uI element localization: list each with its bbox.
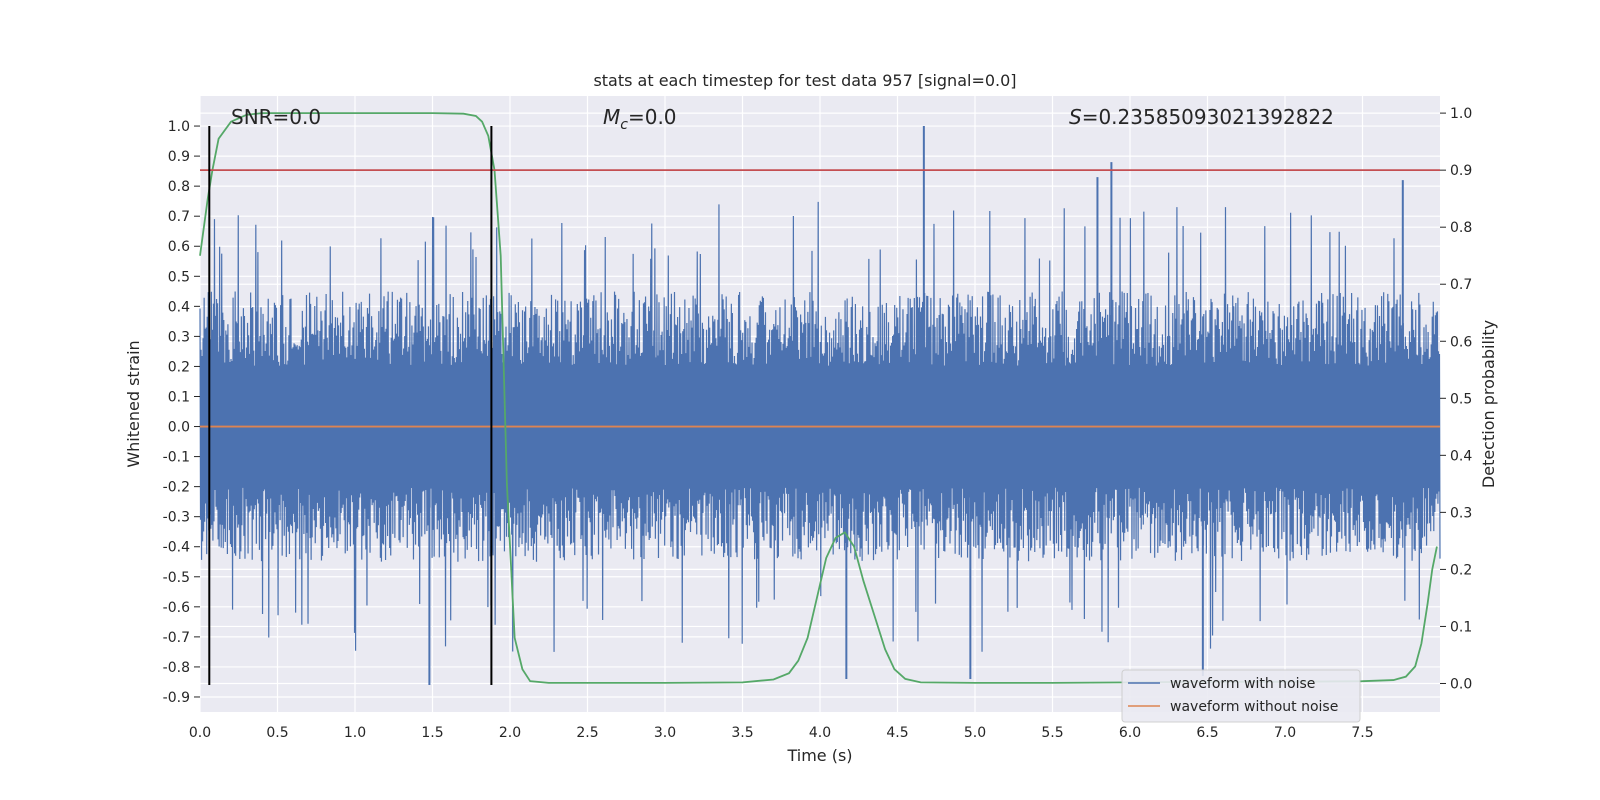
s-annotation: S=0.23585093021392822 bbox=[1069, 105, 1334, 129]
x-tick-label: 5.5 bbox=[1041, 725, 1063, 741]
x-tick-label: 4.5 bbox=[886, 725, 908, 741]
y-right-tick-label: 0.1 bbox=[1450, 619, 1472, 635]
y-tick-label: -0.1 bbox=[163, 450, 190, 466]
y-tick-label: 0.6 bbox=[168, 239, 190, 255]
legend: waveform with noise waveform without noi… bbox=[1121, 669, 1361, 723]
y-axis-label: Whitened strain bbox=[124, 340, 143, 467]
x-axis-label: Time (s) bbox=[786, 746, 852, 765]
y-right-tick-label: 0.4 bbox=[1450, 448, 1472, 464]
y-tick-label: 0.9 bbox=[168, 149, 190, 165]
y-tick-label: -0.9 bbox=[163, 690, 190, 706]
y-right-tick-label: 0.0 bbox=[1450, 676, 1472, 692]
y-right-tick-label: 0.6 bbox=[1450, 334, 1472, 350]
y-right-tick-label: 0.9 bbox=[1450, 163, 1472, 179]
x-tick-label: 1.5 bbox=[421, 725, 443, 741]
y-tick-label: -0.5 bbox=[163, 570, 190, 586]
x-tick-label: 0.0 bbox=[189, 725, 211, 741]
s-value: =0.23585093021392822 bbox=[1082, 105, 1334, 129]
y-tick-label: 0.1 bbox=[168, 389, 190, 405]
x-tick-label: 7.0 bbox=[1274, 725, 1296, 741]
noisy-waveform-line bbox=[199, 201, 1441, 652]
y-tick-label: 0.7 bbox=[168, 209, 190, 225]
y-tick-label: -0.3 bbox=[163, 510, 190, 526]
y-tick-label: -0.4 bbox=[163, 540, 190, 556]
x-tick-label: 6.0 bbox=[1119, 725, 1141, 741]
snr-annotation: SNR=0.0 bbox=[231, 105, 321, 129]
x-tick-label: 0.5 bbox=[266, 725, 288, 741]
y-right-tick-label: 1.0 bbox=[1450, 106, 1472, 122]
mc-subscript: c bbox=[620, 117, 628, 133]
x-tick-label: 6.5 bbox=[1196, 725, 1218, 741]
y-tick-label: -0.2 bbox=[163, 480, 190, 496]
y-axis-right-label: Detection probability bbox=[1479, 320, 1498, 488]
mc-symbol: M bbox=[603, 105, 620, 129]
y-right-tick-label: 0.3 bbox=[1450, 505, 1472, 521]
legend-box bbox=[1121, 669, 1361, 723]
y-tick-label: 1.0 bbox=[168, 119, 190, 135]
y-tick-label: 0.8 bbox=[168, 179, 190, 195]
tick-labels: 0.0 0.5 1.0 1.5 2.0 2.5 3.0 3.5 4.0 4.5 5.0 5.5 6.0 6… bbox=[163, 106, 1473, 741]
x-tick-label: 3.5 bbox=[731, 725, 753, 741]
y-right-tick-label: 0.5 bbox=[1450, 391, 1472, 407]
mc-value: =0.0 bbox=[628, 105, 677, 129]
x-tick-label: 2.0 bbox=[499, 725, 521, 741]
legend-label-clean: waveform without noise bbox=[1170, 699, 1338, 715]
x-tick-label: 1.0 bbox=[344, 725, 366, 741]
y-tick-label: 0.4 bbox=[168, 299, 190, 315]
vertical-lines bbox=[208, 126, 493, 685]
chart-title: stats at each timestep for test data 957… bbox=[593, 71, 1016, 90]
y-tick-label: 0.2 bbox=[168, 359, 190, 375]
x-tick-label: 3.0 bbox=[654, 725, 676, 741]
y-tick-label: -0.6 bbox=[163, 600, 190, 616]
y-tick-label: -0.7 bbox=[163, 630, 190, 646]
x-tick-label: 4.0 bbox=[809, 725, 831, 741]
s-symbol: S bbox=[1069, 105, 1082, 129]
y-tick-label: 0.0 bbox=[168, 420, 190, 436]
mc-annotation: Mc=0.0 bbox=[603, 105, 677, 133]
x-tick-label: 2.5 bbox=[576, 725, 598, 741]
y-right-tick-label: 0.8 bbox=[1450, 220, 1472, 236]
noise-series bbox=[199, 126, 1441, 685]
y-tick-label: 0.5 bbox=[168, 269, 190, 285]
y-tick-label: 0.3 bbox=[168, 329, 190, 345]
y-right-tick-label: 0.2 bbox=[1450, 562, 1472, 578]
legend-label-noise: waveform with noise bbox=[1170, 676, 1315, 692]
x-tick-label: 7.5 bbox=[1351, 725, 1373, 741]
y-right-tick-label: 0.7 bbox=[1450, 277, 1472, 293]
y-tick-label: -0.8 bbox=[163, 660, 190, 676]
x-tick-label: 5.0 bbox=[964, 725, 986, 741]
